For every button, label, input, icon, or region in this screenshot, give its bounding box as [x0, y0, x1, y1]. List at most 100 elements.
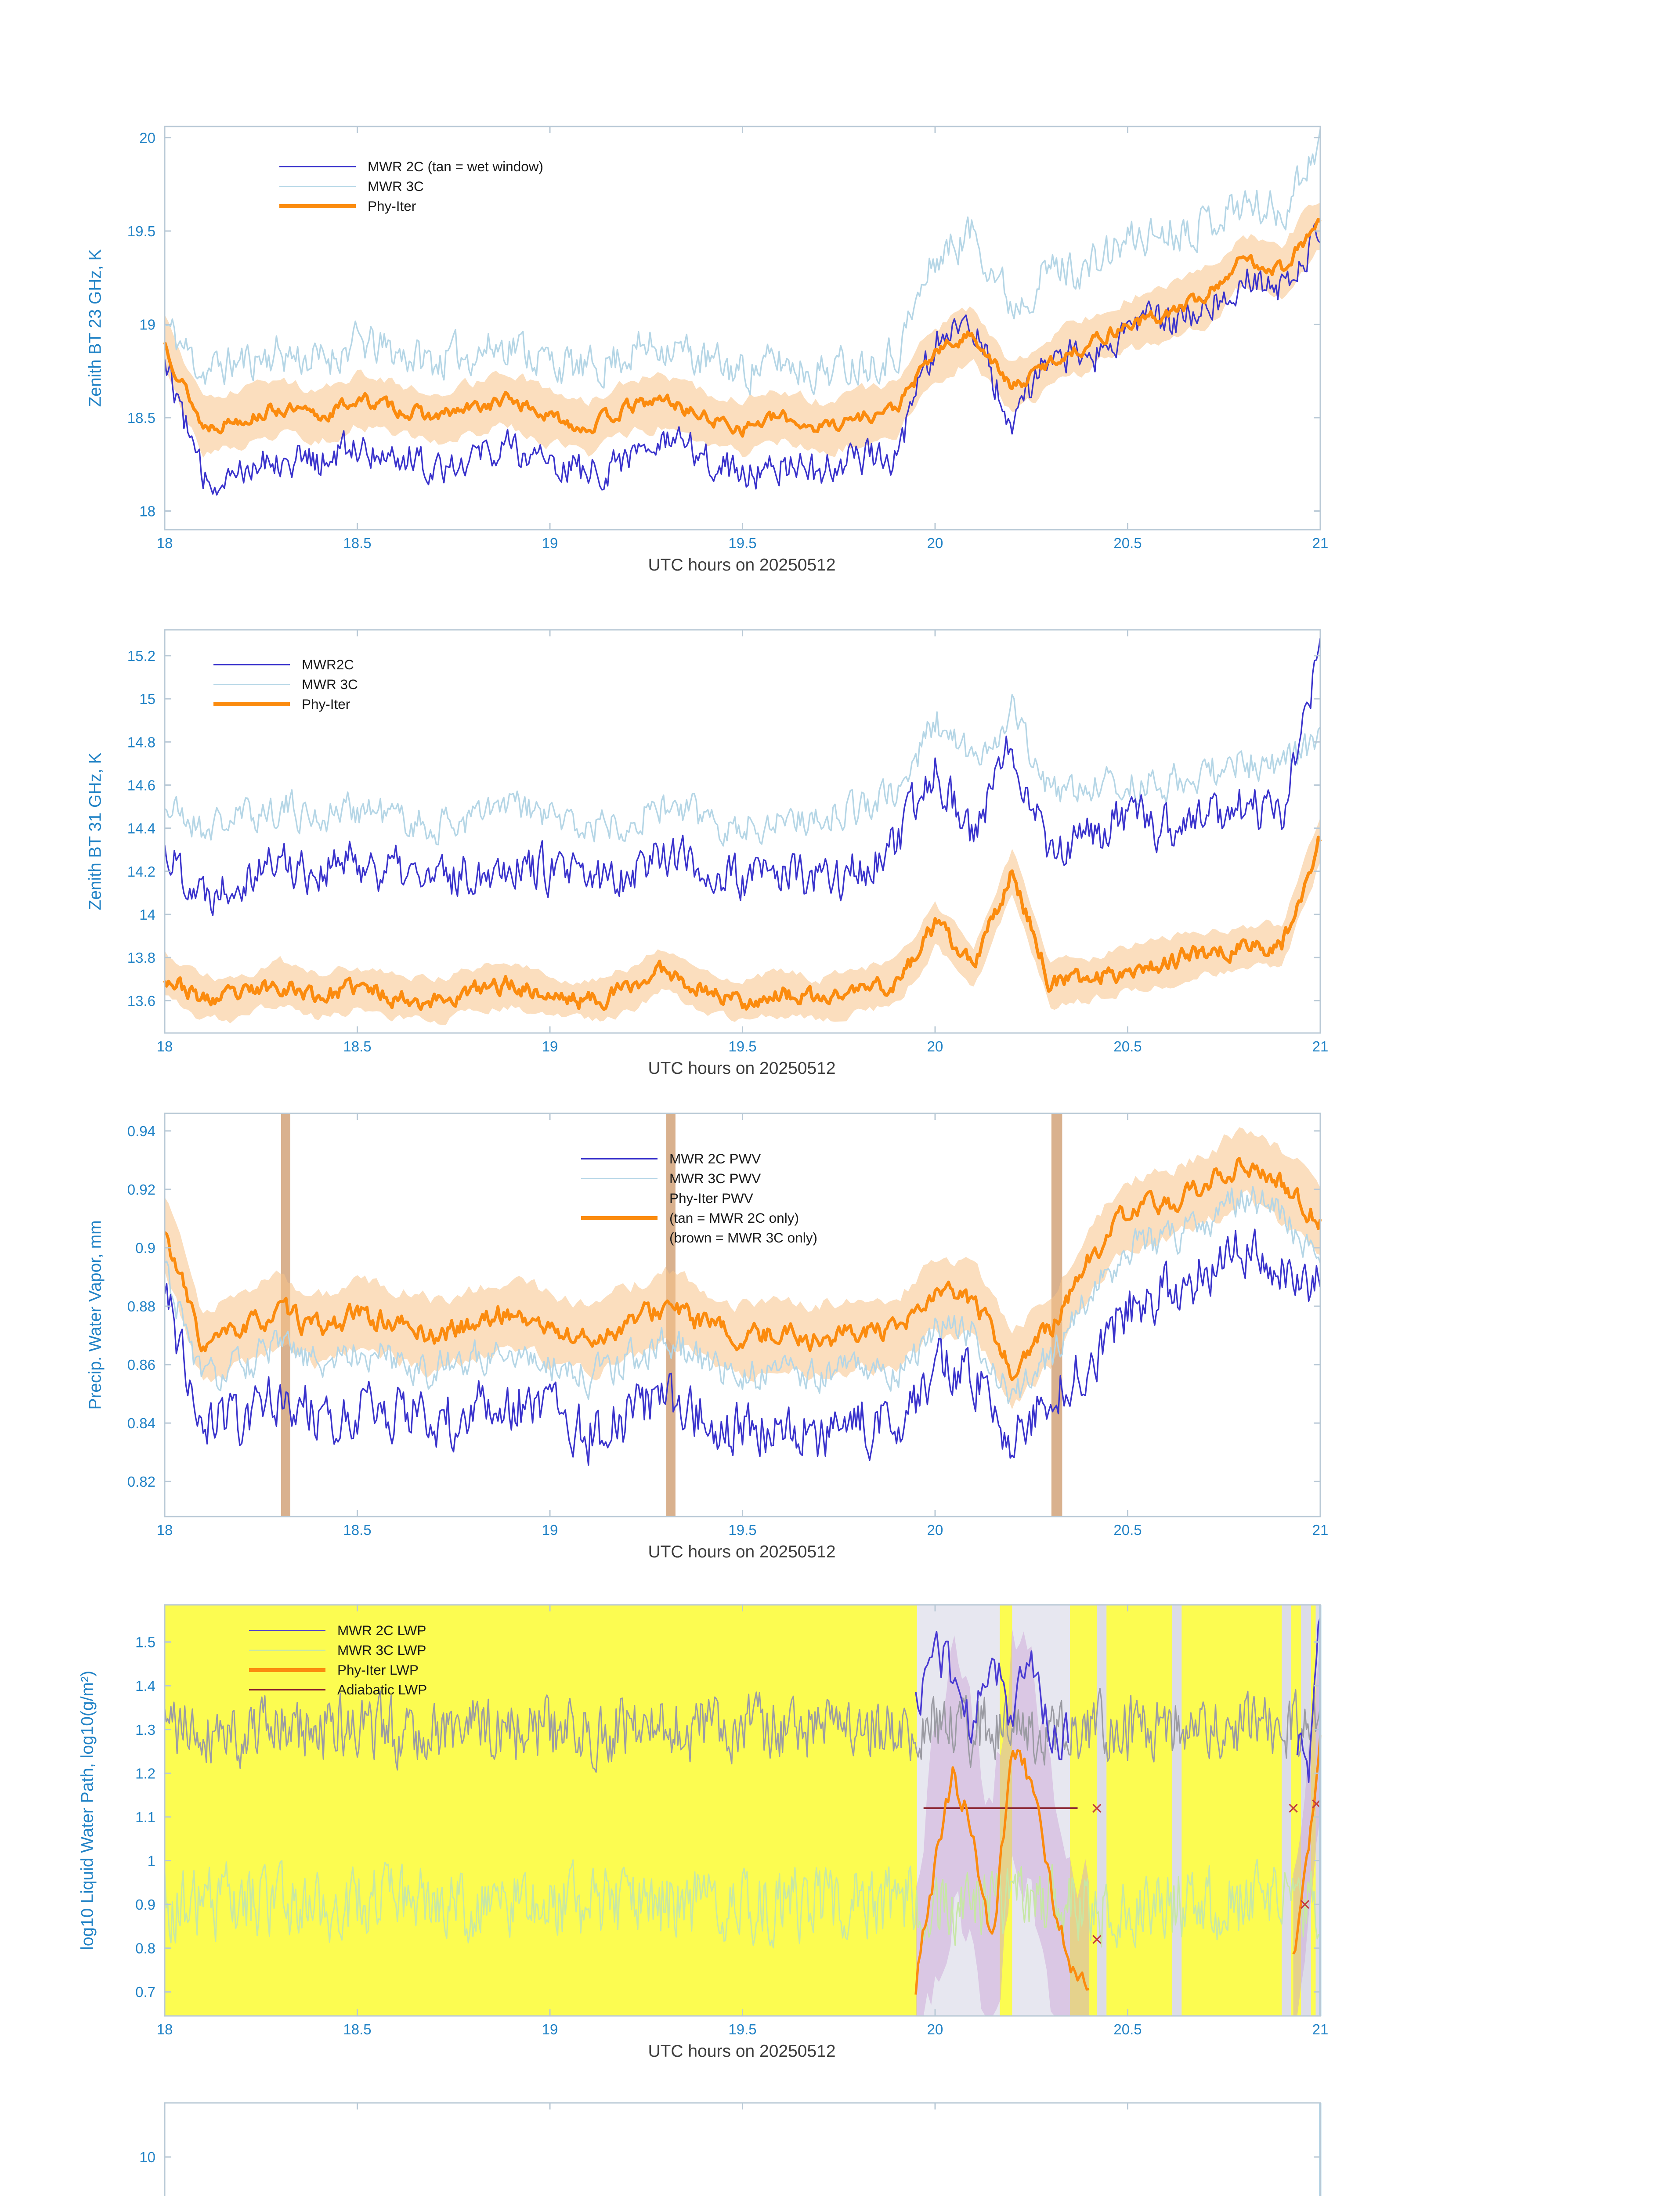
svg-text:20.5: 20.5: [1113, 2021, 1142, 2037]
svg-text:0.88: 0.88: [127, 1298, 155, 1315]
svg-text:14.8: 14.8: [127, 734, 155, 750]
legend-item: Phy-Iter PWV: [581, 1190, 817, 1207]
legend-item: Adiabatic LWP: [249, 1681, 427, 1698]
legend-swatch: [279, 166, 356, 168]
lwp-y-axis-label: log10 Liquid Water Path, log10(g/m²): [77, 1671, 97, 1950]
legend-label: Phy-Iter LWP: [337, 1662, 419, 1678]
legend-item: MWR 2C (tan = wet window): [279, 158, 543, 175]
legend-label: MWR 3C: [302, 676, 358, 693]
svg-text:10: 10: [139, 2149, 155, 2165]
svg-text:0.9: 0.9: [135, 1240, 155, 1256]
svg-text:18: 18: [157, 2021, 173, 2037]
svg-text:1.4: 1.4: [135, 1678, 155, 1694]
svg-text:19.5: 19.5: [728, 1038, 756, 1055]
svg-text:21: 21: [1312, 1522, 1329, 1538]
svg-text:21: 21: [1312, 1038, 1329, 1055]
lwp-legend: MWR 2C LWP MWR 3C LWP Phy-Iter LWP Adiabati…: [249, 1622, 427, 1698]
svg-text:1.3: 1.3: [135, 1722, 155, 1738]
svg-text:1.1: 1.1: [135, 1809, 155, 1825]
svg-text:0.9: 0.9: [135, 1896, 155, 1913]
svg-text:13.6: 13.6: [127, 993, 155, 1009]
legend-item: Phy-Iter: [279, 198, 543, 215]
bt31-x-axis-label: UTC hours on 20250512: [648, 1058, 836, 1078]
legend-label: MWR 2C LWP: [337, 1622, 426, 1639]
svg-text:20: 20: [927, 1038, 943, 1055]
svg-text:21: 21: [1312, 535, 1329, 551]
svg-text:20: 20: [927, 1522, 943, 1538]
svg-text:20: 20: [927, 535, 943, 551]
legend-label: MWR 3C PWV: [669, 1170, 761, 1187]
legend-swatch: [249, 1629, 325, 1632]
svg-text:14.6: 14.6: [127, 777, 155, 793]
svg-text:15: 15: [139, 691, 155, 707]
svg-text:13.8: 13.8: [127, 950, 155, 966]
svg-text:18.5: 18.5: [343, 1522, 371, 1538]
pwv-x-axis-label: UTC hours on 20250512: [648, 1542, 836, 1561]
legend-label: Phy-Iter: [368, 198, 416, 214]
pwv-y-axis-label: Precip. Water Vapor, mm: [85, 1220, 105, 1410]
svg-text:19.5: 19.5: [127, 223, 155, 239]
svg-text:20: 20: [927, 2021, 943, 2037]
svg-text:19: 19: [542, 535, 558, 551]
svg-text:1.2: 1.2: [135, 1765, 155, 1781]
svg-text:18: 18: [157, 1522, 173, 1538]
legend-swatch: [213, 702, 290, 706]
svg-text:0.92: 0.92: [127, 1181, 155, 1198]
bt23-x-axis-label: UTC hours on 20250512: [648, 555, 836, 574]
legend-item: MWR2C: [213, 656, 358, 673]
legend-label: MWR 2C (tan = wet window): [368, 159, 543, 175]
legend-swatch: [213, 683, 290, 686]
svg-text:20.5: 20.5: [1113, 535, 1142, 551]
svg-text:19: 19: [542, 2021, 558, 2037]
svg-text:19: 19: [139, 317, 155, 333]
legend-item: MWR 3C: [213, 676, 358, 693]
bt23-y-axis-label: Zenith BT 23 GHz, K: [85, 249, 105, 407]
svg-text:0.82: 0.82: [127, 1474, 155, 1490]
svg-text:18: 18: [139, 503, 155, 520]
legend-label: Phy-Iter PWV: [669, 1190, 753, 1206]
legend-item: (tan = MWR 2C only): [581, 1210, 817, 1227]
legend-label: MWR 2C PWV: [669, 1151, 761, 1167]
legend-label: (tan = MWR 2C only): [669, 1210, 799, 1226]
svg-text:19: 19: [542, 1038, 558, 1055]
legend-label: Adiabatic LWP: [337, 1682, 427, 1698]
svg-text:19: 19: [542, 1522, 558, 1538]
legend-swatch: [249, 1668, 325, 1672]
lwp-x-axis-label: UTC hours on 20250512: [648, 2041, 836, 2061]
svg-text:20.5: 20.5: [1113, 1038, 1142, 1055]
svg-text:18: 18: [157, 1038, 173, 1055]
svg-text:19.5: 19.5: [728, 1522, 756, 1538]
legend-label: MWR 3C LWP: [337, 1642, 426, 1658]
svg-text:19.5: 19.5: [728, 2021, 756, 2037]
legend-item: Phy-Iter: [213, 696, 358, 713]
legend-label: (brown = MWR 3C only): [669, 1230, 817, 1246]
legend-swatch: [581, 1177, 658, 1180]
svg-text:0.7: 0.7: [135, 1984, 155, 2000]
legend-item: MWR 3C PWV: [581, 1170, 817, 1187]
svg-text:0.8: 0.8: [135, 1940, 155, 1957]
svg-text:15.2: 15.2: [127, 648, 155, 664]
legend-swatch: [249, 1689, 325, 1691]
legend-item: MWR 2C LWP: [249, 1622, 427, 1639]
svg-text:0.86: 0.86: [127, 1357, 155, 1373]
svg-text:18: 18: [157, 535, 173, 551]
svg-text:18.5: 18.5: [343, 535, 371, 551]
legend-label: MWR2C: [302, 657, 354, 673]
legend-label: MWR 3C: [368, 178, 424, 195]
svg-text:14.2: 14.2: [127, 863, 155, 880]
legend-item: Phy-Iter LWP: [249, 1661, 427, 1679]
svg-text:20: 20: [139, 130, 155, 146]
svg-text:19.5: 19.5: [728, 535, 756, 551]
legend-item: MWR 2C PWV: [581, 1150, 817, 1167]
legend-item: (brown = MWR 3C only): [581, 1229, 817, 1246]
svg-text:1.5: 1.5: [135, 1634, 155, 1651]
svg-text:18.5: 18.5: [343, 2021, 371, 2037]
legend-swatch: [581, 1216, 658, 1220]
svg-text:14: 14: [139, 907, 155, 923]
bt31-y-axis-label: Zenith BT 31 GHz, K: [85, 752, 105, 910]
svg-text:1: 1: [148, 1853, 155, 1869]
legend-swatch: [249, 1649, 325, 1651]
bt31-legend: MWR2C MWR 3C Phy-Iter: [213, 656, 358, 713]
